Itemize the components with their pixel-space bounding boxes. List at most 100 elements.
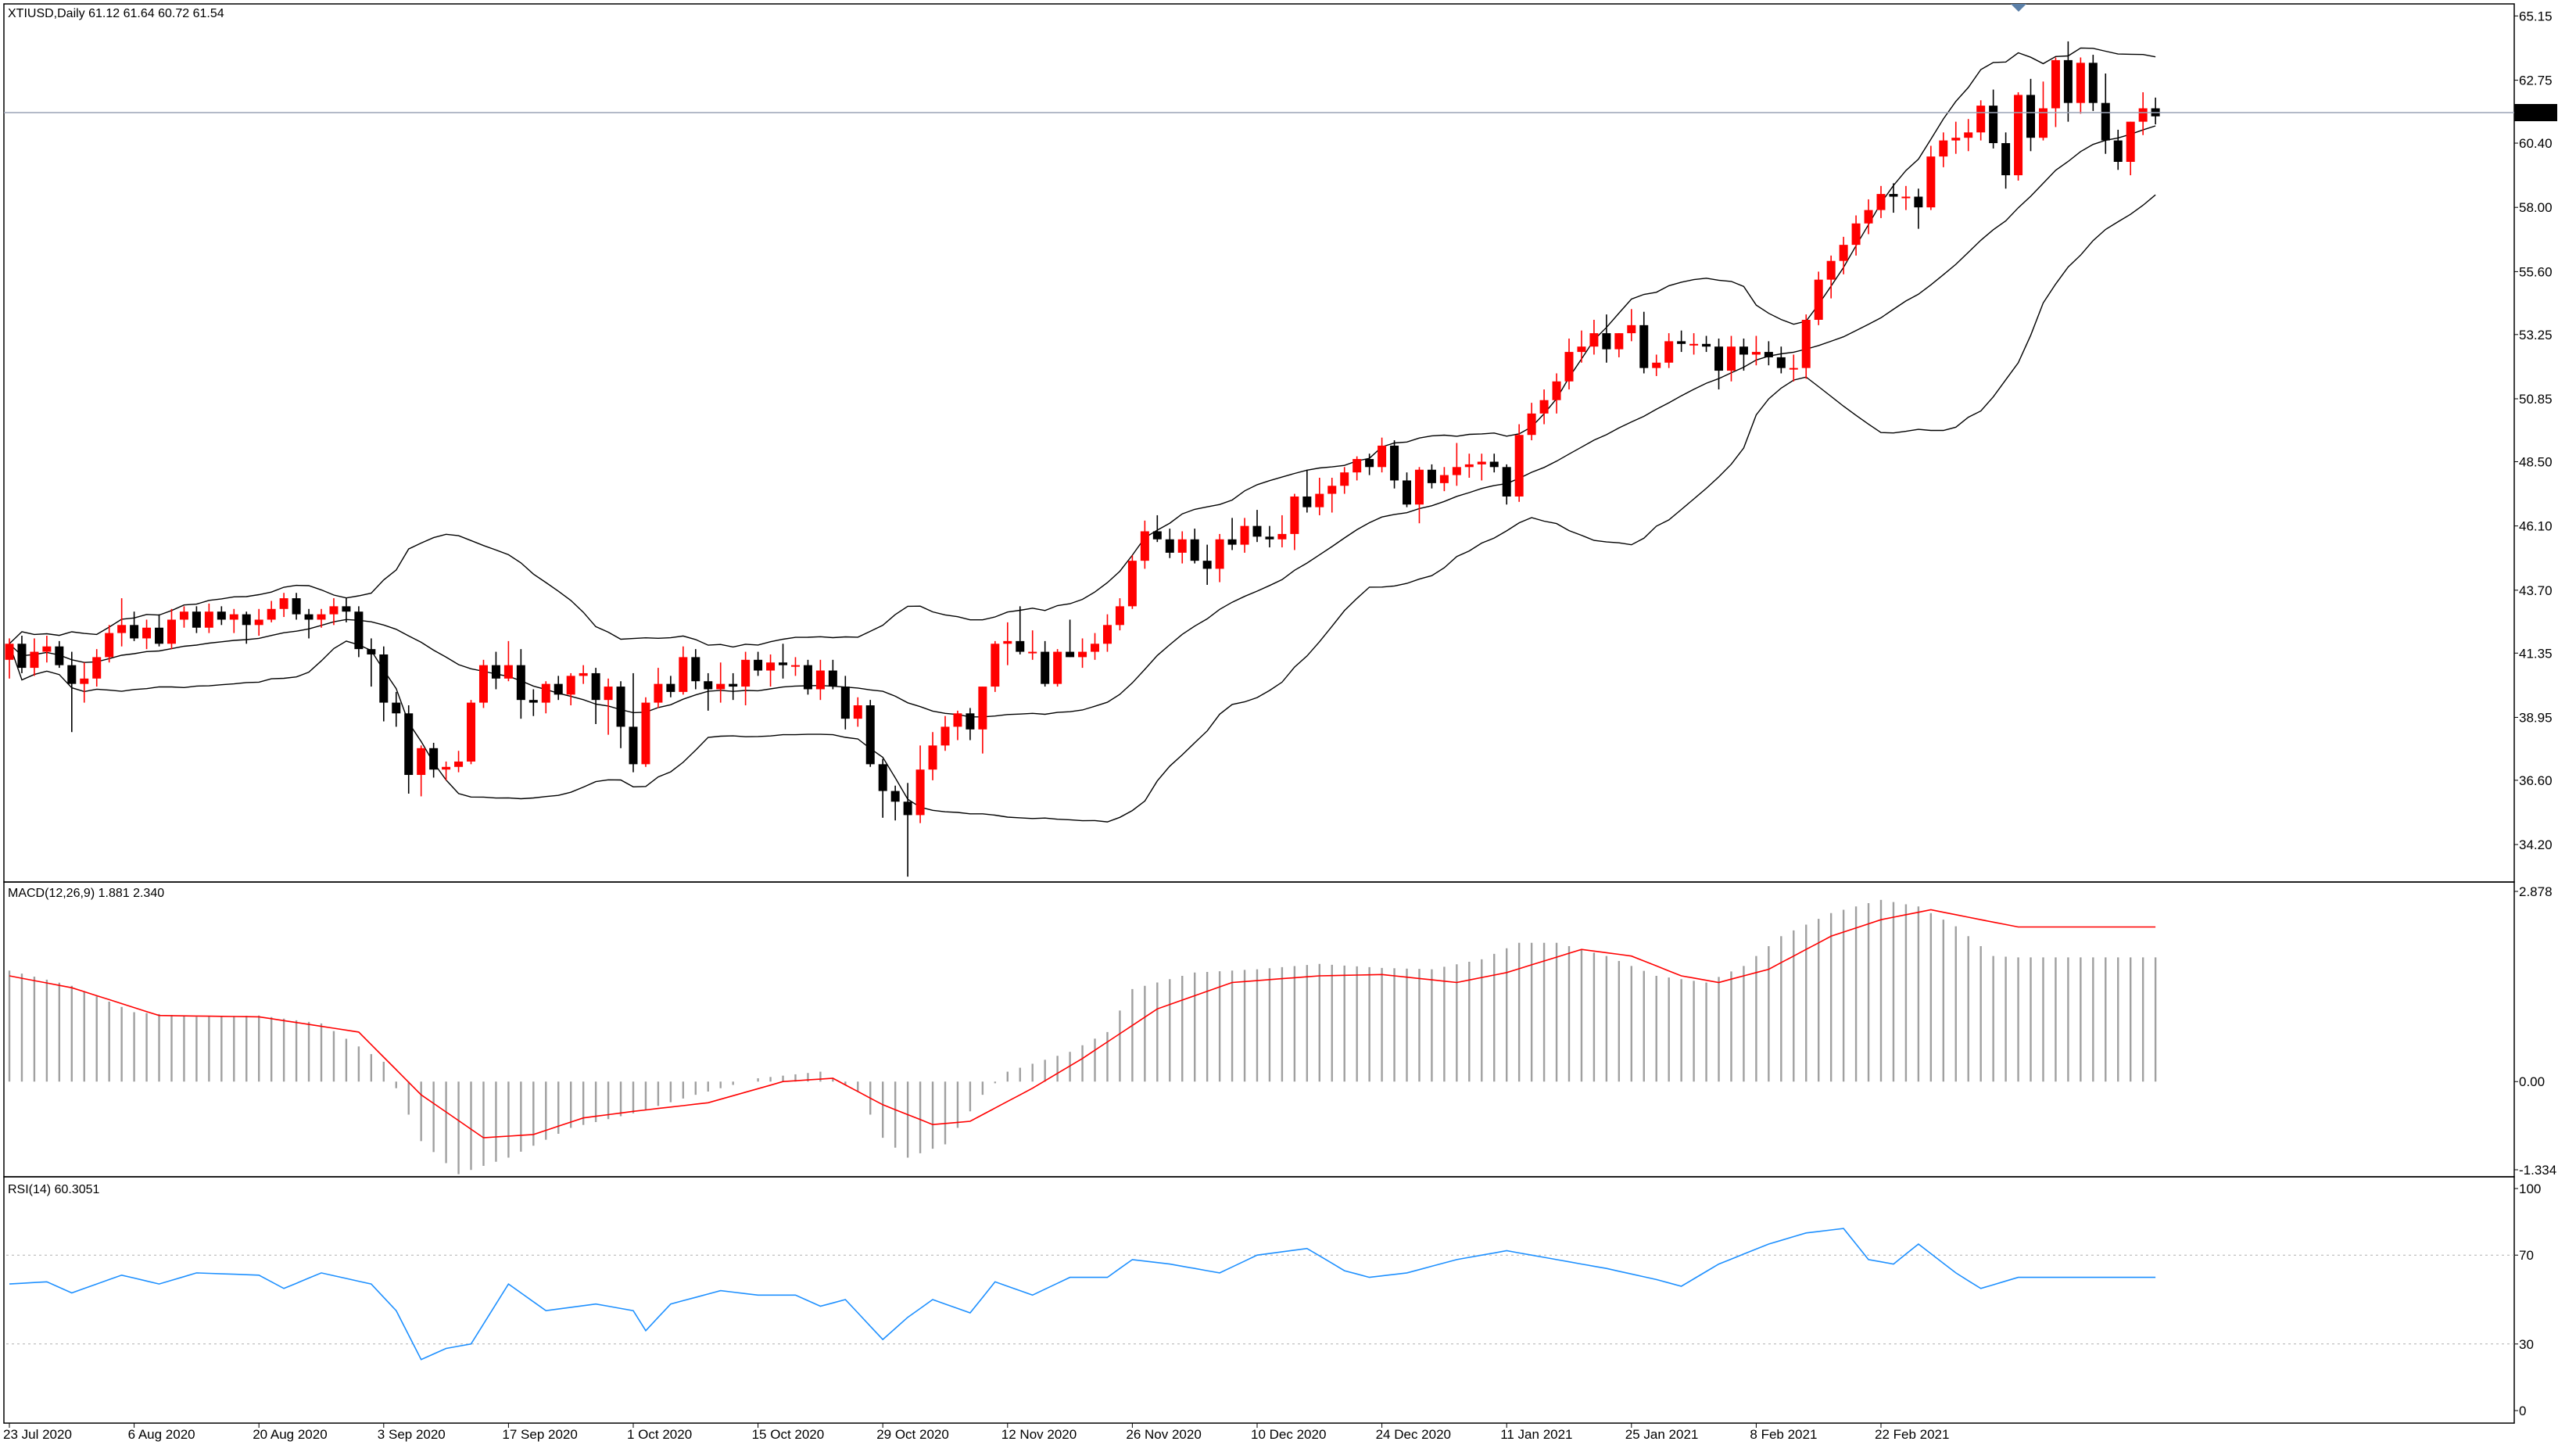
chart-shift-marker-icon[interactable]	[2011, 4, 2026, 12]
candle	[1901, 185, 1911, 210]
candle	[528, 689, 538, 716]
candle	[1003, 622, 1012, 665]
rsi-axis: 100 70 30 0	[2514, 1181, 2541, 1418]
candle	[1427, 464, 1436, 489]
candle	[1414, 467, 1424, 524]
candle	[1041, 640, 1050, 687]
price-tick-label: 65.15	[2519, 9, 2553, 23]
candle	[1265, 525, 1274, 548]
candle	[1527, 403, 1536, 441]
candle	[229, 608, 238, 633]
candle	[978, 687, 987, 754]
candle	[878, 758, 887, 818]
macd-pane[interactable]: MACD(12,26,9) 1.881 2.340	[3, 881, 2515, 1178]
candle	[1403, 472, 1412, 507]
candle	[304, 608, 313, 639]
macd-tick-label: -1.334	[2519, 1163, 2556, 1178]
price-tick-label: 53.25	[2519, 328, 2553, 342]
candle	[1177, 531, 1187, 564]
candle	[840, 676, 850, 730]
candle	[454, 751, 464, 773]
candle	[242, 611, 251, 644]
candle	[1764, 341, 1773, 366]
candle	[541, 681, 550, 714]
candle	[1514, 424, 1524, 502]
candle	[741, 651, 751, 706]
macd-axis: 2.878 0.00 -1.334	[2514, 884, 2556, 1178]
time-tick-label: 29 Oct 2020	[876, 1427, 949, 1442]
current-price-marker: 61.54	[2514, 104, 2557, 122]
candle	[1839, 236, 1848, 274]
price-tick-label: 41.35	[2519, 646, 2553, 661]
candle	[754, 651, 763, 676]
candle	[1452, 443, 1461, 486]
candle	[1914, 188, 1923, 229]
time-tick-label: 6 Aug 2020	[128, 1427, 195, 1442]
candle	[80, 662, 89, 703]
time-tick-label: 22 Feb 2021	[1875, 1427, 1949, 1442]
candle	[666, 676, 675, 697]
candle	[1664, 333, 1674, 368]
candle	[1102, 614, 1112, 652]
candle	[1140, 520, 1149, 569]
time-tick-label: 25 Jan 2021	[1625, 1427, 1699, 1442]
candle	[2038, 81, 2048, 141]
time-axis: 23 Jul 2020 6 Aug 2020 20 Aug 2020 3 Sep 20…	[3, 1423, 1949, 1442]
price-pane[interactable]: XTIUSD,Daily 61.12 61.64 60.72 61.54	[3, 3, 2515, 883]
candle	[1614, 333, 1624, 357]
candle	[815, 659, 825, 701]
candle	[616, 681, 625, 748]
candle	[1016, 606, 1025, 654]
time-tick-label: 24 Dec 2020	[1376, 1427, 1451, 1442]
candle	[1502, 464, 1511, 505]
candle	[105, 625, 114, 663]
candle	[1365, 454, 1374, 475]
candle	[1751, 335, 1761, 366]
candle	[1776, 346, 1786, 374]
candle	[1190, 529, 1199, 564]
price-tick-label: 43.70	[2519, 583, 2553, 598]
price-tick-label: 36.60	[2519, 773, 2553, 788]
candle	[1352, 456, 1362, 481]
candle	[779, 644, 788, 679]
bb-lower-line	[9, 194, 2156, 823]
candle	[30, 638, 39, 676]
candle	[1277, 515, 1287, 548]
candle	[790, 657, 800, 676]
candle	[1677, 330, 1686, 353]
candle	[254, 608, 263, 636]
candle	[641, 697, 650, 767]
candle	[890, 785, 900, 821]
candle	[2026, 78, 2036, 152]
candle	[142, 619, 152, 650]
candle	[1215, 533, 1224, 583]
candle	[2063, 41, 2073, 122]
candle	[1152, 515, 1162, 543]
candle	[1066, 619, 1075, 658]
candle	[317, 608, 326, 628]
candle	[953, 710, 962, 740]
candle	[679, 646, 688, 695]
candle	[429, 742, 439, 778]
candle	[516, 649, 525, 719]
price-pane-header: XTIUSD,Daily 61.12 61.64 60.72 61.54	[8, 7, 224, 20]
bb-middle-line	[9, 125, 2156, 718]
candle	[2101, 74, 2110, 154]
price-tick-label: 60.40	[2519, 136, 2553, 151]
candle	[1165, 529, 1174, 558]
candle	[2076, 57, 2085, 114]
candle	[554, 676, 563, 701]
candle	[1889, 183, 1898, 213]
rsi-pane[interactable]: RSI(14) 60.3051	[3, 1176, 2515, 1424]
price-tick-label: 50.85	[2519, 392, 2553, 407]
candle	[1053, 649, 1062, 687]
candle	[267, 601, 276, 622]
rsi-tick-label: 30	[2519, 1337, 2534, 1352]
macd-tick-label: 0.00	[2519, 1074, 2545, 1089]
candle	[404, 705, 414, 794]
candle	[2088, 55, 2098, 111]
rsi-tick-label: 0	[2519, 1404, 2526, 1418]
rsi-pane-header: RSI(14) 60.3051	[8, 1183, 100, 1196]
candle	[179, 606, 188, 628]
candle	[2126, 121, 2135, 176]
